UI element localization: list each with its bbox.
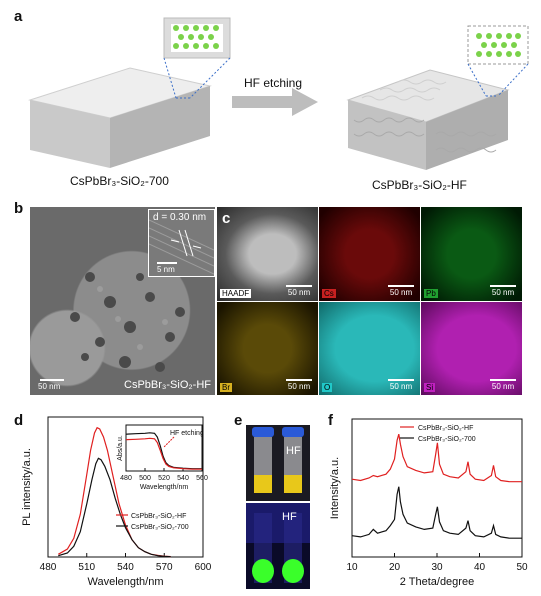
panel-b-label: b — [14, 200, 24, 217]
abs-inset-ylabel: Abs/a.u. — [117, 435, 124, 461]
abs-inset-frame — [125, 424, 203, 472]
vial-photo-uv: HF — [246, 503, 310, 589]
pore-zoom-right — [467, 25, 529, 97]
tem-particles — [70, 272, 185, 372]
tile-scale-pb: 50 nm — [490, 284, 516, 297]
tile-scale-br: 50 nm — [286, 379, 312, 391]
vial-photo-daylight: HF — [246, 425, 310, 501]
pl-xtick-label: 480 — [40, 562, 57, 573]
abs-inset-arrow — [163, 436, 175, 448]
tile-scale-o: 50 nm — [388, 379, 414, 391]
abs-inset-annotation: HF etching — [170, 430, 204, 437]
eds-tile-si: Si 50 nm — [421, 301, 522, 395]
eds-tile-pb: Pb 50 nm — [421, 207, 522, 301]
inset-scale-bar — [157, 262, 177, 264]
nanocrystal-dots-right — [476, 33, 521, 57]
xrd-ylabel: Intensity/a.u. — [329, 457, 341, 519]
xrd-xtick-label: 20 — [389, 562, 401, 573]
etching-arrow — [232, 88, 318, 116]
panel-e-label: e — [234, 412, 243, 429]
tile-scale-haadf: 50 nm — [286, 284, 312, 297]
abs-inset-xlabel: Wavelength/nm — [140, 484, 189, 491]
tile-label-br: Br — [220, 383, 232, 392]
eds-tile-br: Br 50 nm — [217, 301, 318, 395]
abs-inset-xtick-label: 500 — [139, 475, 151, 482]
tile-scale-cs: 50 nm — [388, 284, 414, 297]
vials-uv — [246, 503, 310, 583]
panel-a-schematic — [28, 17, 529, 170]
panel-a-label: a — [14, 8, 23, 25]
panel-c-label: c — [222, 210, 231, 227]
pl-xlabel: Wavelength/nm — [87, 576, 163, 588]
pl-series-1 — [58, 457, 171, 558]
pl-xtick-label: 570 — [156, 562, 173, 573]
inset-scale-label: 5 nm — [157, 265, 175, 274]
tile-label-o: O — [322, 383, 333, 392]
right-slab-caption: CsPbBr₃-SiO₂-HF — [372, 178, 467, 192]
tile-scale-si: 50 nm — [490, 379, 516, 391]
pl-xtick-label: 510 — [78, 562, 95, 573]
pl-legend-label-1: CsPbBr₃-SiO₂-700 — [131, 524, 189, 531]
eds-tile-o: O 50 nm — [319, 301, 420, 395]
pl-xtick-label: 600 — [195, 562, 212, 573]
xrd-xtick-label: 10 — [346, 562, 358, 573]
pl-spectrum-chart: 480 510 540 570 600 Wavelength/nm PL intensity… — [21, 416, 212, 588]
xrd-series-0 — [351, 433, 522, 483]
pl-xtick-label: 540 — [117, 562, 134, 573]
panel-d-label: d — [14, 412, 24, 429]
tile-label-haadf: HAADF — [220, 288, 252, 298]
eds-map-grid: HAADF 50 nm Cs 50 nm Pb 50 nm Br 50 nm O… — [217, 207, 522, 395]
pl-ylabel: PL intensity/a.u. — [21, 448, 33, 526]
hrtem-inset: d = 0.30 nm 5 nm — [148, 209, 215, 277]
abs-inset-xtick-label: 520 — [158, 475, 170, 482]
abs-inset-xtick-label: 480 — [120, 475, 132, 482]
xrd-legend-label-0: CsPbBr₃-SiO₂-HF — [418, 425, 473, 432]
tem-image: d = 0.30 nm 5 nm 50 nm CsPbBr₃-SiO₂-HF — [30, 207, 215, 395]
eds-tile-haadf: HAADF 50 nm — [217, 207, 318, 301]
tem-scale-label: 50 nm — [38, 382, 61, 391]
xrd-chart: 10 20 30 40 50 2 Theta/degree Intensity/a.u. Cs… — [329, 418, 528, 588]
tile-label-si: Si — [424, 383, 436, 392]
xrd-xlabel: 2 Theta/degree — [400, 576, 474, 588]
pore-zoom-left — [163, 17, 231, 99]
xrd-legend-label-1: CsPbBr₃-SiO₂-700 — [418, 436, 476, 443]
vial-hf-label-top: HF — [286, 445, 301, 457]
xrd-series-1 — [351, 486, 522, 539]
lattice-fringes — [149, 219, 214, 275]
eds-tile-cs: Cs 50 nm — [319, 207, 420, 301]
abs-inset-xtick-label: 540 — [177, 475, 189, 482]
xrd-xtick-label: 40 — [474, 562, 486, 573]
tile-label-cs: Cs — [322, 288, 336, 298]
panel-f-label: f — [328, 412, 333, 429]
vials-daylight — [252, 427, 304, 493]
tile-label-pb: Pb — [424, 288, 438, 298]
pl-legend-label-0: CsPbBr₃-SiO₂-HF — [131, 513, 186, 520]
slab-etched — [346, 69, 510, 170]
tem-sample-label: CsPbBr₃-SiO₂-HF — [124, 379, 211, 391]
nanocrystal-dots-left — [173, 25, 219, 49]
inset-spacing: d = 0.30 nm — [153, 212, 207, 223]
slab-smooth — [28, 67, 212, 168]
arrow-label: HF etching — [244, 76, 303, 90]
abs-inset-xtick-label: 560 — [196, 475, 208, 482]
xrd-xtick-label: 50 — [516, 562, 528, 573]
left-slab-caption: CsPbBr₃-SiO₂-700 — [70, 174, 169, 188]
abs-inset-series-1 — [125, 437, 202, 470]
vial-hf-label-bottom: HF — [282, 511, 297, 523]
tem-scale-bar — [40, 379, 64, 381]
xrd-xtick-label: 30 — [431, 562, 443, 573]
